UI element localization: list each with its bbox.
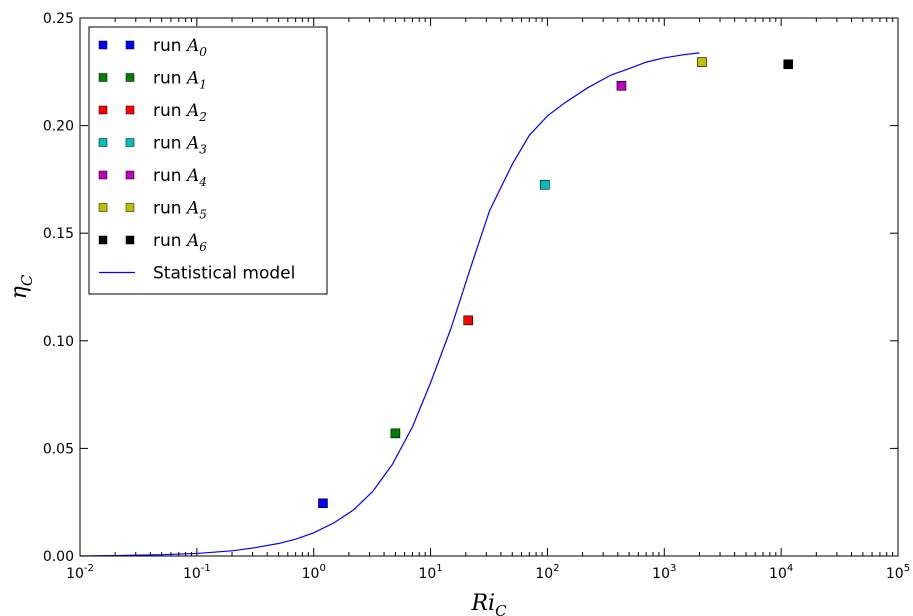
y-axis-label-sub: C	[18, 274, 36, 286]
x-tick-base: 10	[535, 566, 553, 582]
legend-label-sub: 3	[199, 143, 207, 157]
legend-label-sub: 1	[199, 78, 207, 92]
legend-marker-5-0	[98, 203, 108, 212]
legend-label-1: run A1	[153, 69, 207, 92]
x-tick-label-7: 105	[886, 563, 910, 582]
legend-marker-6-0	[98, 235, 108, 245]
legend-label-sub: 2	[198, 110, 207, 124]
legend-label-base: A	[185, 134, 199, 154]
point-5	[697, 57, 707, 67]
axis-labels: RiC ηC	[7, 274, 507, 616]
legend-marker-5-1	[125, 203, 135, 212]
x-tick-base: 10	[886, 566, 904, 582]
x-tick-label-2: 100	[302, 563, 326, 582]
y-tick-label-0: 0.00	[43, 549, 74, 565]
legend-label-0: run A0	[153, 36, 207, 59]
x-tick-label-6: 104	[769, 563, 793, 582]
x-tick-base: 10	[302, 566, 320, 582]
legend-label-prefix: run	[153, 199, 187, 219]
legend-label-sub: 4	[198, 175, 207, 189]
legend-label-4: run A4	[153, 166, 207, 189]
y-tick-label-4: 0.20	[43, 119, 74, 135]
point-2	[463, 315, 474, 326]
x-tick-label-4: 102	[535, 563, 559, 582]
x-tick-base: 10	[66, 566, 84, 582]
x-tick-exp: -2	[84, 563, 94, 574]
x-axis-label-base: Ri	[470, 591, 495, 616]
legend-marker-0-1	[125, 40, 135, 50]
x-tick-base: 10	[769, 566, 787, 582]
x-tick-exp: 3	[670, 563, 676, 574]
legend-label-prefix: run	[153, 69, 187, 89]
legend-label-prefix: run	[153, 36, 187, 56]
x-tick-exp: 0	[319, 563, 325, 574]
legend-label-6: run A6	[153, 231, 207, 254]
legend-marker-3-0	[98, 138, 108, 147]
x-tick-base: 10	[652, 566, 670, 582]
legend-marker-0-0	[98, 40, 108, 50]
x-tick-label-5: 103	[652, 563, 676, 582]
point-3	[540, 179, 550, 190]
legend-label-sub: 5	[199, 208, 207, 222]
legend-marker-1-1	[125, 73, 135, 82]
legend-label-model: Statistical model	[153, 264, 295, 284]
point-4	[616, 80, 627, 91]
legend-label-base: A	[185, 69, 199, 89]
x-tick-label-1: 10-1	[183, 563, 211, 582]
y-axis-label: ηC	[7, 274, 36, 299]
x-tick-exp: 4	[787, 563, 793, 574]
points-layer	[318, 57, 794, 509]
point-0	[318, 498, 328, 509]
legend-marker-4-0	[98, 170, 108, 180]
x-tick-base: 10	[418, 566, 436, 582]
legend-label-2: run A2	[153, 101, 207, 124]
y-axis-label-base: η	[7, 286, 32, 299]
legend-frame	[88, 26, 328, 295]
y-tick-label-1: 0.05	[43, 441, 74, 457]
y-tick-label-2: 0.10	[43, 334, 74, 350]
model-layer	[79, 52, 700, 557]
x-tick-exp: -1	[201, 563, 211, 574]
point-1	[390, 428, 401, 439]
x-tick-label-3: 101	[418, 563, 442, 582]
x-axis-label-sub: C	[495, 602, 507, 616]
legend-label-prefix: run	[153, 231, 187, 251]
legend-label-sub: 0	[199, 45, 207, 59]
legend-label-base: A	[185, 166, 199, 186]
x-tick-exp: 1	[436, 563, 442, 574]
y-tick-label-3: 0.15	[43, 226, 74, 242]
legend-label-base: A	[185, 36, 199, 56]
x-tick-base: 10	[183, 566, 201, 582]
x-axis-label: RiC	[470, 591, 507, 616]
legend-label-base: A	[185, 101, 199, 121]
x-tick-exp: 5	[904, 563, 910, 574]
legend-label-5: run A5	[153, 199, 207, 222]
legend-marker-6-1	[125, 235, 135, 245]
legend-label-sub: 6	[199, 240, 207, 254]
legend-marker-2-1	[125, 105, 135, 115]
legend-marker-1-0	[98, 73, 108, 82]
legend-label-prefix: run	[153, 166, 187, 186]
y-tick-label-5: 0.25	[43, 11, 74, 27]
legend-marker-4-1	[125, 170, 135, 180]
legend-marker-3-1	[125, 138, 135, 147]
plot-frame	[79, 17, 899, 557]
legend-marker-2-0	[98, 105, 108, 115]
x-tick-exp: 2	[553, 563, 559, 574]
ticks-layer: 10-2 10-1 100 101 102 103 104 1050.000.050.100.…	[43, 11, 910, 582]
legend-label-prefix: run	[153, 134, 187, 154]
legend-label-base: A	[185, 231, 199, 251]
legend-label-3: run A3	[153, 134, 207, 157]
legend-label-prefix: run	[153, 101, 187, 121]
legend-label-base: A	[185, 199, 199, 219]
point-6	[783, 59, 794, 70]
x-tick-label-0: 10-2	[66, 563, 94, 582]
model-curve	[79, 52, 700, 557]
